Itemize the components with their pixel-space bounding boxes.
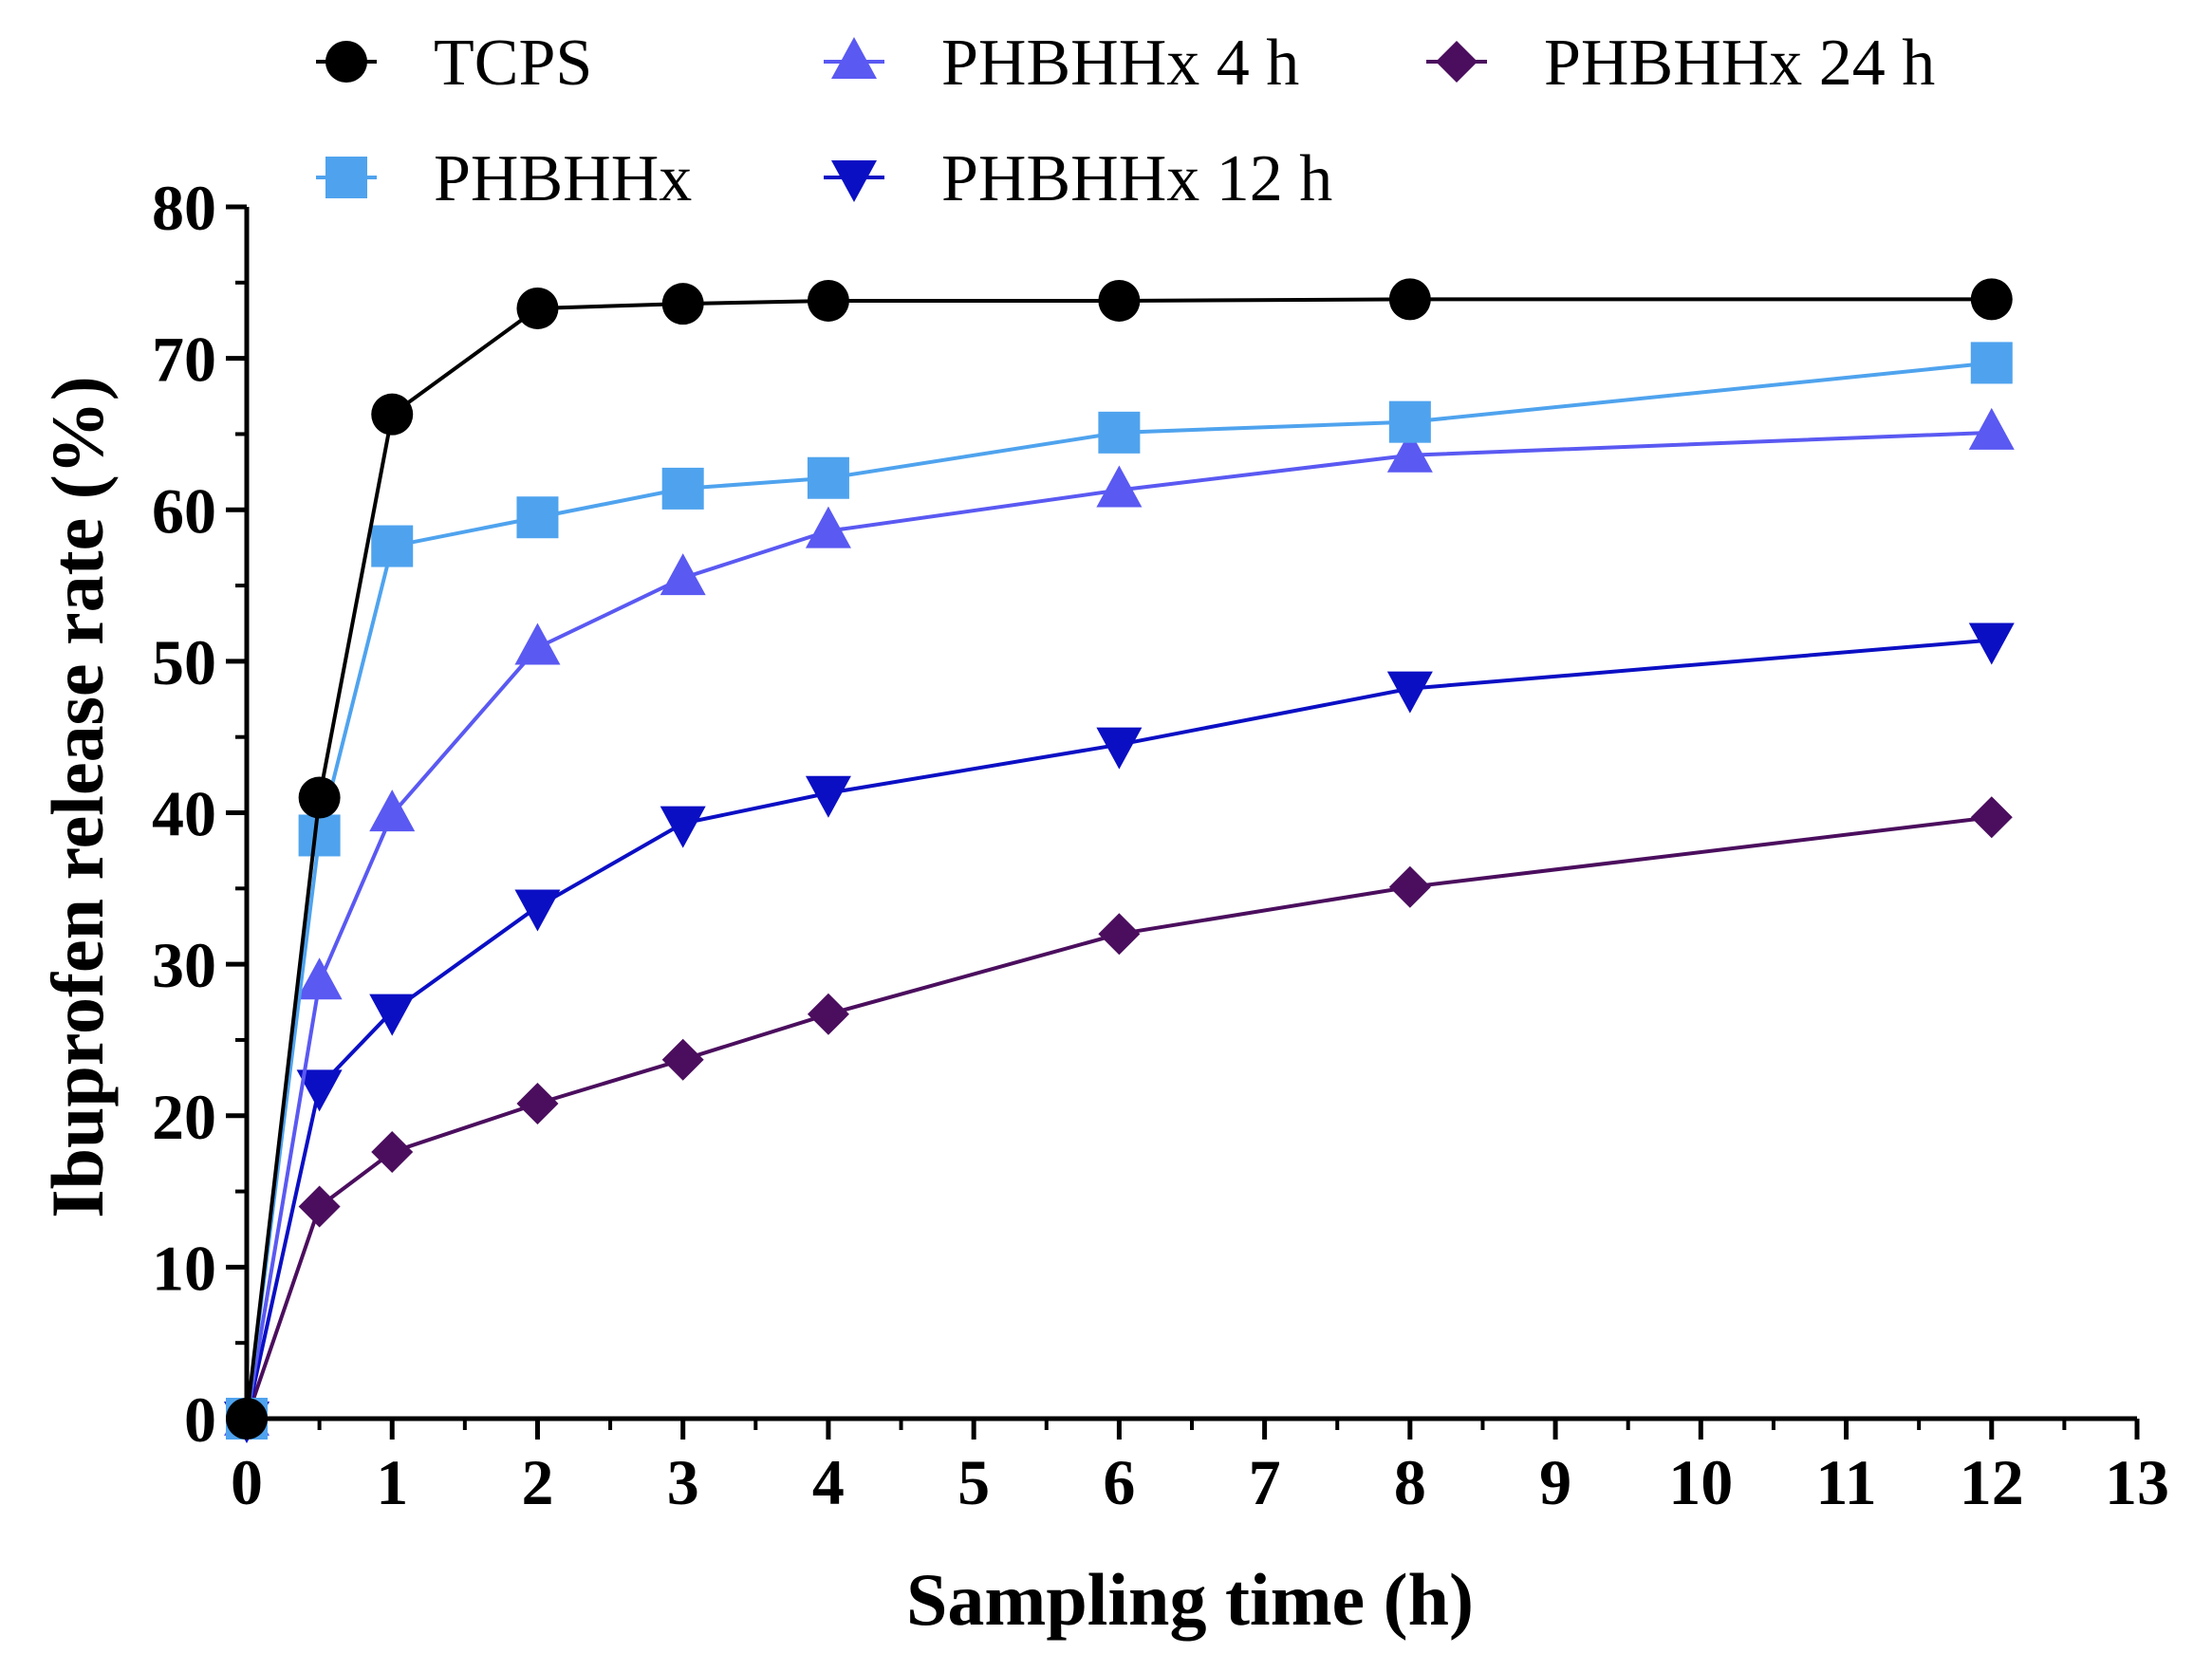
data-point	[807, 279, 849, 322]
data-point	[1970, 796, 2013, 839]
x-axis-title: Sampling time (h)	[906, 1558, 1474, 1641]
y-axis-title: Ibuprofen release rate (%)	[36, 376, 119, 1217]
x-tick-label: 1	[376, 1446, 408, 1518]
legend-label: PHBHHx	[434, 142, 692, 215]
x-tick-label: 3	[667, 1446, 699, 1518]
data-point	[1098, 279, 1141, 322]
data-point	[1968, 622, 2015, 665]
x-tick-label: 11	[1815, 1446, 1876, 1518]
data-point	[516, 496, 559, 539]
data-point	[516, 1082, 559, 1124]
y-tick-label: 60	[152, 474, 216, 547]
data-point	[1388, 400, 1431, 443]
series-phbhhx-12-h	[224, 622, 2015, 1443]
x-tick-label: 7	[1249, 1446, 1281, 1518]
y-tick-label: 70	[152, 324, 216, 396]
data-point	[514, 889, 561, 932]
data-point	[1096, 465, 1143, 508]
x-tick-label: 0	[231, 1446, 263, 1518]
series-line	[245, 361, 1992, 1420]
data-point	[660, 553, 706, 596]
data-point	[1096, 727, 1143, 770]
y-tick-label: 10	[152, 1232, 216, 1304]
data-point	[1388, 278, 1431, 321]
legend-label: PHBHHx 24 h	[1544, 27, 1935, 100]
series-phbhhx-24-h	[226, 796, 2013, 1440]
legend-marker-icon	[325, 157, 367, 198]
data-point	[296, 957, 343, 1000]
x-tick-label: 13	[2105, 1446, 2169, 1518]
y-tick-label: 0	[184, 1384, 216, 1456]
legend-label: TCPS	[434, 27, 592, 100]
data-point	[661, 467, 704, 510]
legend: TCPS PHBHHx PHBHHx 4 h PHBHHx 12 h PHBHHx 24…	[316, 27, 1935, 215]
y-tick-label: 80	[152, 172, 216, 244]
series-layer	[224, 278, 2015, 1443]
data-point	[661, 1038, 704, 1081]
data-point	[371, 1131, 414, 1174]
legend-item-phbhhx-4-h: PHBHHx 4 h	[824, 27, 1299, 100]
data-point	[1098, 411, 1141, 454]
data-point	[807, 456, 849, 499]
y-tick-label: 20	[152, 1081, 216, 1153]
legend-item-phbhhx-12-h: PHBHHx 12 h	[824, 142, 1332, 215]
data-point	[1386, 430, 1433, 473]
x-tick-label: 9	[1539, 1446, 1571, 1518]
legend-label: PHBHHx 4 h	[941, 27, 1299, 100]
data-point	[1970, 342, 2013, 384]
legend-marker-icon	[831, 160, 877, 202]
data-point	[369, 790, 416, 832]
data-point	[298, 776, 341, 819]
data-point	[807, 993, 849, 1035]
legend-item-phbhhx-24-h: PHBHHx 24 h	[1426, 27, 1935, 100]
x-tick-label: 6	[1103, 1446, 1135, 1518]
data-point	[661, 283, 704, 325]
data-point	[296, 1069, 343, 1112]
data-point	[805, 506, 851, 548]
data-point	[514, 622, 561, 665]
data-point	[660, 806, 706, 848]
data-point	[369, 994, 416, 1036]
x-tick-label: 8	[1394, 1446, 1426, 1518]
data-point	[1970, 278, 2013, 321]
legend-marker-icon	[325, 41, 367, 83]
legend-item-tcps: TCPS	[316, 27, 592, 100]
legend-marker-icon	[1436, 41, 1478, 83]
data-point	[371, 393, 414, 436]
y-tick-label: 30	[152, 929, 216, 1001]
series-phbhhx	[226, 342, 2013, 1440]
data-point	[1386, 671, 1433, 714]
y-tick-label: 50	[152, 626, 216, 698]
legend-label: PHBHHx 12 h	[941, 142, 1332, 215]
data-point	[1388, 865, 1431, 908]
data-point	[371, 525, 414, 567]
data-point	[298, 1185, 341, 1228]
x-tick-label: 12	[1960, 1446, 2024, 1518]
x-tick-label: 2	[521, 1446, 553, 1518]
data-point	[298, 814, 341, 857]
legend-item-phbhhx: PHBHHx	[316, 142, 692, 215]
series-tcps	[226, 278, 2013, 1440]
data-point	[1098, 913, 1141, 956]
x-tick-label: 10	[1668, 1446, 1733, 1518]
legend-marker-icon	[831, 37, 877, 79]
data-point	[1968, 407, 2015, 450]
x-tick-label: 5	[957, 1446, 990, 1518]
data-point	[516, 287, 559, 329]
x-tick-label: 4	[812, 1446, 845, 1518]
series-line	[245, 815, 1993, 1420]
y-tick-label: 40	[152, 778, 216, 850]
series-phbhhx-4-h	[224, 407, 2015, 1436]
data-point	[805, 775, 851, 818]
